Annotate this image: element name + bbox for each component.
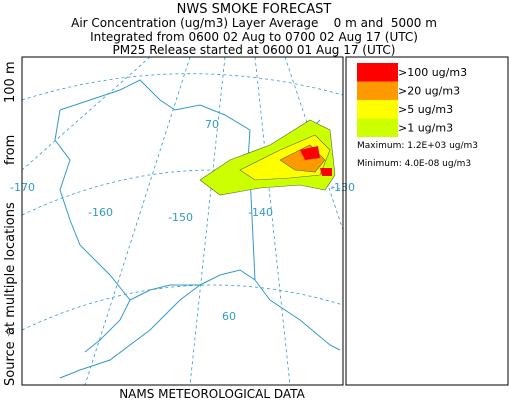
- legend-label: >1 ug/m3: [398, 122, 453, 135]
- side-label: Source ☆: [3, 326, 18, 386]
- footer: NAMS METEOROLOGICAL DATA: [119, 387, 305, 401]
- title: NWS SMOKE FORECAST: [177, 2, 332, 17]
- graticule-label: 60: [222, 310, 236, 323]
- graticule: [189, 57, 226, 385]
- legend-frame: [345, 56, 509, 386]
- minimum: Minimum: 4.0E-08 ug/m3: [357, 159, 471, 169]
- side-label: at multiple locations: [3, 202, 18, 335]
- maximum: Maximum: 1.2E+03 ug/m3: [357, 141, 478, 151]
- graticule: [22, 73, 343, 101]
- graticule: [22, 284, 343, 331]
- legend: >100 ug/m3 >20 ug/m3 >5 ug/m3 >1 ug/m3: [345, 56, 509, 386]
- legend-swatch: [357, 81, 398, 100]
- plume: [300, 146, 332, 176]
- subtitle: PM25 Release started at 0600 01 Aug 17 (…: [113, 43, 396, 57]
- graticule-label: 70: [205, 118, 219, 131]
- graticule-label: -160: [88, 206, 113, 219]
- side-label: from: [3, 135, 18, 165]
- legend-label: >100 ug/m3: [398, 66, 467, 79]
- legend-swatch: [357, 100, 398, 119]
- legend-label: >20 ug/m3: [398, 85, 460, 98]
- subtitle: Air Concentration (ug/m3) Layer Average …: [71, 16, 437, 30]
- coastline: [54, 79, 341, 379]
- graticule-label: -140: [248, 206, 273, 219]
- side-label: 100 m: [3, 61, 18, 103]
- map: 70 -170 -160 -150 -140 -130 60: [10, 56, 355, 386]
- legend-label: >5 ug/m3: [398, 103, 453, 116]
- subtitle: Integrated from 0600 02 Aug to 0700 02 A…: [90, 30, 418, 44]
- legend-swatch: [357, 63, 398, 82]
- map-frame: [21, 56, 344, 386]
- graticule: [254, 57, 291, 385]
- graticule: [22, 57, 151, 171]
- legend-swatch: [357, 118, 398, 137]
- graticule-label: -130: [330, 181, 355, 194]
- graticule-label: -150: [168, 211, 193, 224]
